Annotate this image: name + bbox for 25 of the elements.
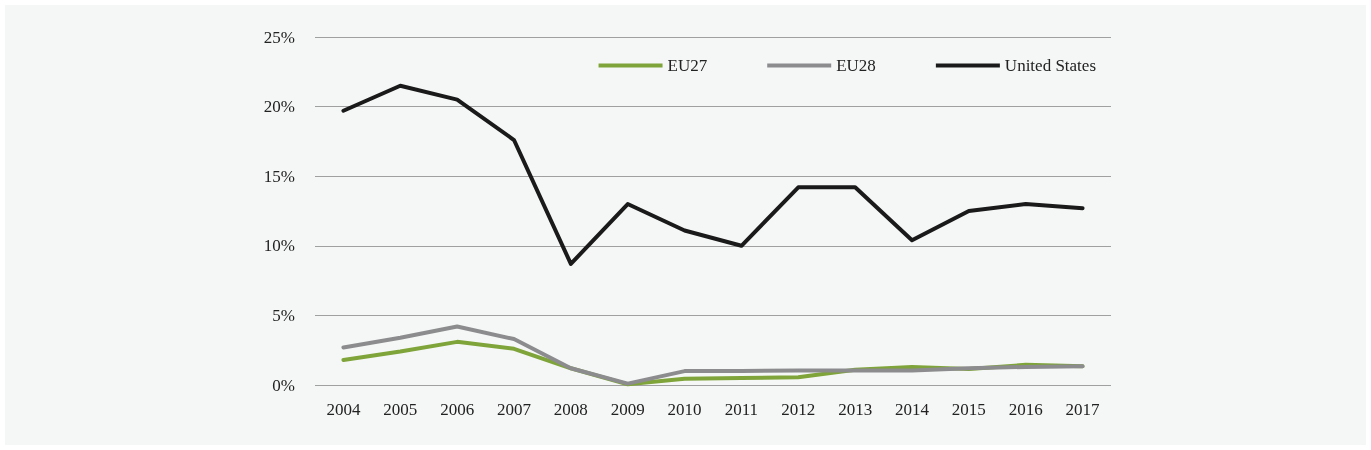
x-tick-label: 2009 <box>610 400 645 419</box>
line-series <box>341 83 1085 266</box>
x-tick-label: 2013 <box>838 400 873 419</box>
y-tick-label: 20% <box>263 97 295 117</box>
y-tick-label: 5% <box>272 305 295 325</box>
x-tick-label: 2008 <box>553 400 588 419</box>
line-series <box>341 324 1085 386</box>
x-tick-label: 2016 <box>1008 400 1043 419</box>
x-tick-label: 2006 <box>440 400 475 419</box>
legend-label: EU27 <box>667 56 708 75</box>
x-tick-label: 2010 <box>667 400 702 419</box>
x-tick-label: 2015 <box>951 400 986 419</box>
y-tick-label: 10% <box>263 236 295 256</box>
y-tick-label: 15% <box>263 166 295 186</box>
y-tick-label: 25% <box>263 27 295 47</box>
x-tick-label: 2014 <box>895 400 930 419</box>
x-tick-label: 2004 <box>326 400 361 419</box>
x-tick-label: 2011 <box>724 400 759 419</box>
x-tick-label: 2007 <box>497 400 532 419</box>
x-tick-label: 2005 <box>383 400 418 419</box>
legend-label: United States <box>1004 56 1097 75</box>
x-tick-label: 2012 <box>781 400 816 419</box>
y-tick-label: 0% <box>272 375 295 395</box>
legend-label: EU28 <box>836 56 876 75</box>
x-tick-label: 2017 <box>1065 400 1101 419</box>
